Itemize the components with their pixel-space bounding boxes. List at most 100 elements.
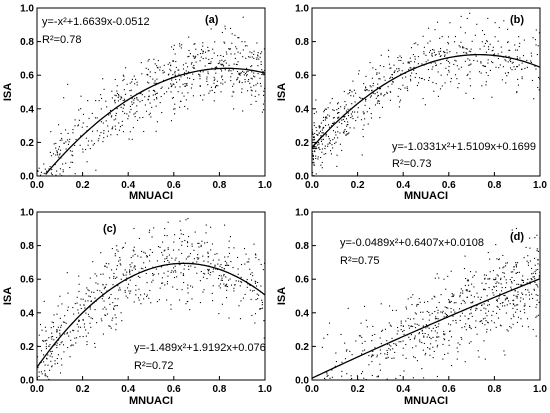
scatter-point bbox=[199, 53, 202, 55]
scatter-point bbox=[44, 373, 46, 375]
scatter-point bbox=[370, 95, 372, 97]
scatter-point bbox=[152, 266, 154, 268]
scatter-point bbox=[142, 116, 144, 119]
scatter-point bbox=[131, 81, 133, 83]
scatter-point bbox=[460, 292, 462, 294]
scatter-point bbox=[180, 47, 182, 49]
scatter-point bbox=[328, 126, 331, 128]
scatter-point bbox=[414, 56, 416, 58]
scatter-point bbox=[114, 125, 116, 127]
scatter-point bbox=[121, 124, 123, 126]
scatter-point bbox=[114, 78, 116, 81]
scatter-point bbox=[193, 67, 196, 69]
scatter-point bbox=[421, 329, 423, 331]
scatter-point bbox=[40, 371, 42, 373]
scatter-point bbox=[460, 26, 462, 28]
scatter-point bbox=[172, 271, 175, 273]
scatter-point bbox=[220, 263, 222, 266]
scatter-point bbox=[516, 49, 519, 51]
scatter-point bbox=[220, 279, 222, 281]
scatter-point bbox=[176, 288, 178, 290]
scatter-point bbox=[434, 29, 436, 31]
scatter-point bbox=[407, 298, 409, 300]
scatter-point bbox=[54, 164, 56, 166]
scatter-point bbox=[244, 41, 246, 43]
scatter-point bbox=[480, 62, 482, 64]
scatter-point bbox=[261, 73, 263, 76]
scatter-point bbox=[521, 78, 523, 80]
scatter-point bbox=[195, 55, 197, 57]
scatter-point bbox=[91, 318, 94, 320]
scatter-point bbox=[110, 293, 112, 295]
scatter-point bbox=[137, 99, 139, 101]
scatter-point bbox=[85, 312, 87, 314]
scatter-point bbox=[480, 320, 482, 322]
scatter-point bbox=[154, 72, 156, 74]
scatter-point bbox=[416, 360, 418, 362]
scatter-point bbox=[392, 81, 394, 83]
scatter-point bbox=[124, 291, 126, 293]
scatter-point bbox=[260, 53, 262, 55]
scatter-point bbox=[262, 74, 264, 76]
scatter-point bbox=[522, 55, 525, 57]
scatter-point bbox=[515, 311, 517, 313]
scatter-point bbox=[480, 72, 482, 74]
x-tick-label: 0.8 bbox=[212, 180, 226, 191]
scatter-point bbox=[332, 117, 334, 119]
scatter-point bbox=[163, 250, 165, 252]
scatter-point bbox=[358, 335, 360, 337]
scatter-point bbox=[149, 71, 151, 73]
scatter-point bbox=[507, 41, 509, 44]
scatter-point bbox=[185, 99, 187, 101]
scatter-point bbox=[465, 289, 467, 291]
r-squared-label: R²=0.73 bbox=[392, 158, 431, 170]
scatter-point bbox=[457, 342, 459, 344]
scatter-point bbox=[187, 256, 189, 258]
scatter-point bbox=[364, 118, 366, 120]
scatter-point bbox=[475, 271, 477, 273]
scatter-point bbox=[109, 277, 111, 279]
scatter-point bbox=[256, 42, 258, 44]
scatter-point bbox=[498, 297, 500, 299]
scatter-point bbox=[312, 171, 314, 174]
scatter-point bbox=[371, 77, 373, 79]
scatter-point bbox=[127, 283, 130, 285]
scatter-point bbox=[129, 279, 131, 281]
scatter-point bbox=[434, 324, 436, 326]
scatter-point bbox=[536, 304, 538, 306]
scatter-point bbox=[470, 302, 472, 304]
scatter-point bbox=[69, 150, 71, 152]
scatter-point bbox=[439, 55, 441, 58]
scatter-point bbox=[254, 76, 256, 78]
r-squared-label: R²=0.72 bbox=[134, 360, 173, 372]
scatter-point bbox=[496, 274, 498, 276]
scatter-point bbox=[100, 318, 102, 320]
scatter-point bbox=[73, 313, 75, 315]
scatter-point bbox=[174, 86, 176, 88]
scatter-point bbox=[492, 310, 494, 312]
scatter-point bbox=[473, 59, 475, 62]
scatter-point bbox=[94, 309, 96, 311]
scatter-point bbox=[514, 44, 516, 46]
scatter-point bbox=[504, 299, 506, 301]
scatter-point bbox=[531, 293, 533, 295]
scatter-point bbox=[475, 326, 477, 328]
scatter-point bbox=[254, 313, 257, 315]
scatter-point bbox=[56, 152, 58, 154]
scatter-point bbox=[240, 263, 243, 266]
scatter-point bbox=[397, 330, 399, 332]
scatter-point bbox=[360, 97, 362, 99]
scatter-point bbox=[476, 292, 478, 294]
scatter-point bbox=[485, 84, 487, 86]
scatter-point bbox=[162, 241, 164, 243]
scatter-point bbox=[176, 276, 178, 278]
scatter-point bbox=[327, 107, 329, 109]
scatter-point bbox=[508, 49, 510, 51]
scatter-point bbox=[406, 86, 408, 88]
scatter-point bbox=[344, 342, 346, 344]
scatter-point bbox=[324, 148, 326, 150]
scatter-point bbox=[468, 50, 470, 52]
scatter-point bbox=[487, 300, 489, 302]
scatter-point bbox=[423, 336, 425, 338]
scatter-point bbox=[131, 269, 133, 271]
